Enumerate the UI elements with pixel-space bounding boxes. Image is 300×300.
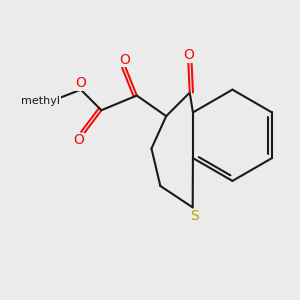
Text: O: O <box>119 52 130 67</box>
Text: S: S <box>190 209 199 223</box>
Text: O: O <box>183 48 194 62</box>
Text: O: O <box>75 76 86 90</box>
Text: O: O <box>73 133 84 147</box>
Text: methyl: methyl <box>21 96 60 106</box>
